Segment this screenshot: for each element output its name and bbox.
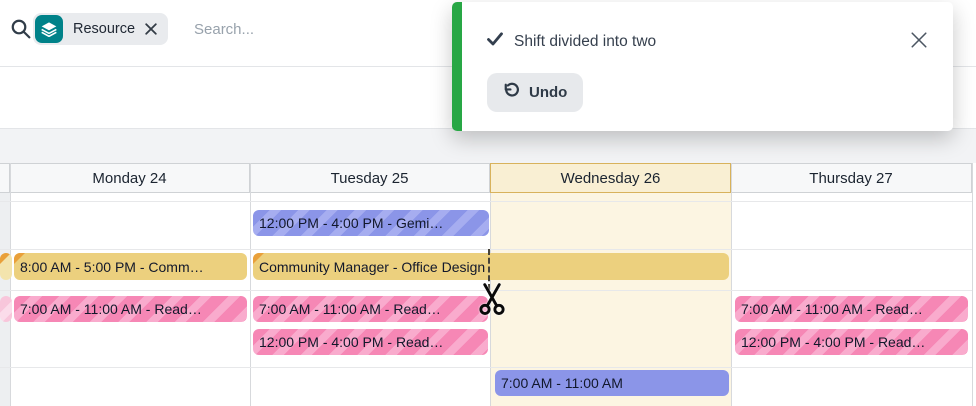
- grid-line: [0, 201, 972, 202]
- toast-notification: Shift divided into two Undo: [452, 2, 953, 131]
- shift-event-label: 7:00 AM - 11:00 AM - Read…: [20, 301, 202, 317]
- shift-event-label: Community Manager - Office Design: [259, 258, 486, 275]
- grid-line: [0, 290, 972, 291]
- shift-event-label: 7:00 AM - 11:00 AM - Read…: [741, 301, 923, 317]
- shift-split-indicator-line: [488, 249, 490, 290]
- shift-event[interactable]: Community Manager - Office Design: [253, 253, 729, 280]
- page-background-band: [0, 129, 976, 163]
- shift-event-label: 12:00 PM - 4:00 PM - Read…: [259, 334, 444, 350]
- shift-event-label: 12:00 PM - 4:00 PM - Read…: [741, 334, 926, 350]
- undo-icon: [503, 82, 520, 103]
- shift-event-sliver[interactable]: [0, 296, 12, 322]
- facet-label: Resource: [73, 21, 136, 37]
- shift-event[interactable]: 8:00 AM - 5:00 PM - Comm…: [14, 253, 247, 280]
- shift-event-sliver[interactable]: [0, 253, 12, 280]
- undo-button-label: Undo: [529, 84, 568, 101]
- grid-line: [490, 163, 491, 406]
- shift-event-label: 7:00 AM - 11:00 AM: [501, 375, 623, 391]
- layers-icon: [35, 15, 63, 43]
- toast-accent-bar: [452, 2, 462, 131]
- grid-line: [731, 163, 732, 406]
- grid-line: [10, 163, 11, 406]
- day-header-tuesday-25[interactable]: Tuesday 25: [250, 163, 490, 193]
- search-input[interactable]: [194, 14, 434, 44]
- facet-remove-icon[interactable]: [144, 22, 158, 36]
- shift-event[interactable]: 7:00 AM - 11:00 AM: [495, 370, 729, 396]
- grid-line: [0, 367, 972, 368]
- shift-event-label: 7:00 AM - 11:00 AM - Read…: [259, 301, 441, 317]
- day-header-thursday-27[interactable]: Thursday 27: [731, 163, 972, 193]
- toast-message: Shift divided into two: [514, 32, 657, 50]
- close-icon[interactable]: [909, 30, 929, 50]
- shift-event[interactable]: 7:00 AM - 11:00 AM - Read…: [735, 296, 968, 322]
- shift-event[interactable]: 12:00 PM - 4:00 PM - Gemi…: [253, 210, 489, 236]
- shift-event-label: 12:00 PM - 4:00 PM - Gemi…: [259, 215, 444, 231]
- shift-event-label: 8:00 AM - 5:00 PM - Comm…: [20, 258, 204, 275]
- shift-event[interactable]: 12:00 PM - 4:00 PM - Read…: [253, 329, 488, 355]
- toast-body: Shift divided into two Undo: [462, 2, 953, 131]
- check-icon: [487, 32, 503, 51]
- day-header-sliver: [0, 163, 10, 193]
- shift-event[interactable]: 7:00 AM - 11:00 AM - Read…: [14, 296, 247, 322]
- day-header-wednesday-26[interactable]: Wednesday 26: [490, 163, 731, 193]
- gantt-calendar: Monday 24 Tuesday 25 Wednesday 26 Thursday …: [0, 163, 976, 406]
- grid-line: [250, 163, 251, 406]
- search-icon: [10, 18, 32, 40]
- grid-line: [972, 163, 973, 406]
- day-header-row: Monday 24 Tuesday 25 Wednesday 26 Thursday …: [0, 163, 972, 193]
- shift-event[interactable]: 7:00 AM - 11:00 AM - Read…: [253, 296, 488, 322]
- day-header-monday-24[interactable]: Monday 24: [10, 163, 250, 193]
- grid-line: [0, 249, 972, 250]
- undo-button[interactable]: Undo: [487, 73, 584, 112]
- search-facet-resource[interactable]: Resource: [33, 13, 169, 45]
- shift-event[interactable]: 12:00 PM - 4:00 PM - Read…: [735, 329, 968, 355]
- scissors-cursor-icon: [477, 282, 507, 321]
